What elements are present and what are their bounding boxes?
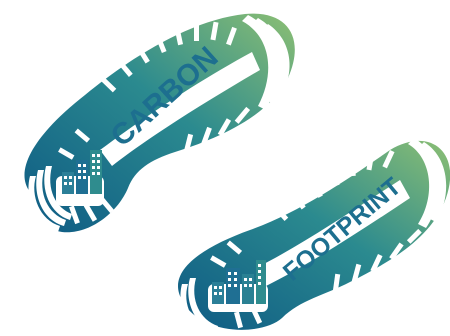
tread-pattern <box>28 15 290 232</box>
city-buildings-icon <box>56 150 104 206</box>
city-buildings-icon <box>208 260 268 312</box>
tread-pattern <box>180 138 447 336</box>
